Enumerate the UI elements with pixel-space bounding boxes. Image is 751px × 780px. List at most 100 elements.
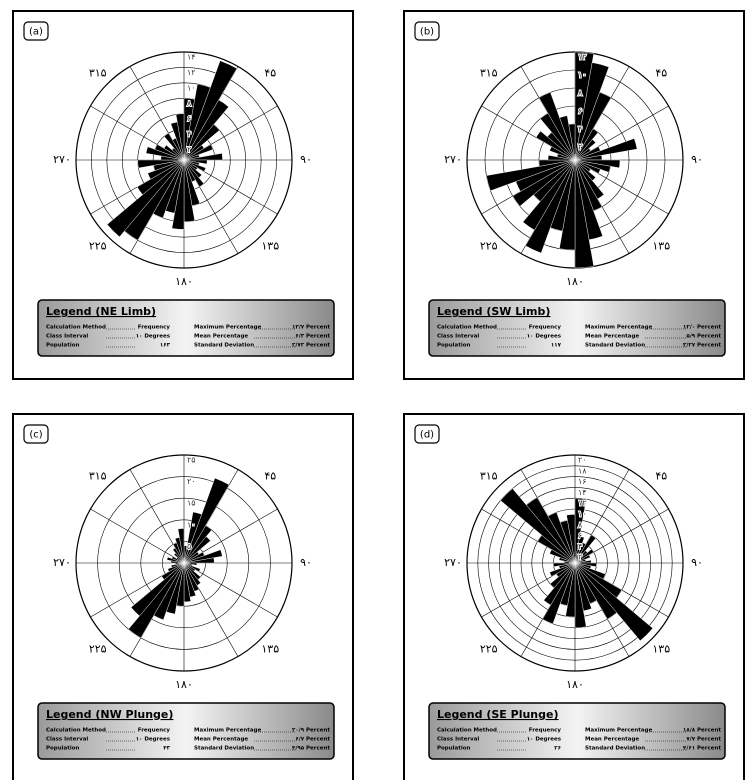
legend-value: ۱۲/۰ Percent	[683, 325, 721, 331]
wedge	[183, 124, 220, 161]
direction-label: ۲۷۰	[53, 153, 71, 166]
panel: (a) ۲ ۴ ۶ ۸ ۱۰ ۱۲ ۱۴ ۴۵ ۹۰ ۱۳۵ ۱۸۰ ۲۲۵ ۲۷۰ ۳۱۵ Legend (…	[12, 10, 354, 380]
direction-label: ۲۲۵	[480, 239, 498, 252]
ring-label: ۲۵	[187, 456, 196, 465]
ring-label: ۸	[578, 89, 583, 98]
ring-label: ۱۰	[578, 71, 587, 80]
direction-label: ۱۳۵	[261, 642, 279, 655]
spoke	[183, 562, 278, 618]
ring-label: ۶	[187, 114, 191, 123]
legend-key: Mean Percentage	[194, 737, 248, 743]
legend-key: Calculation Method	[437, 728, 497, 734]
legend-key: Calculation Method	[46, 728, 106, 734]
legend-key: Class Interval	[46, 737, 88, 743]
legend-value: ۶/۷ Percent	[295, 737, 330, 743]
legend-key: Calculation Method	[46, 325, 106, 331]
legend-value: Frequency	[138, 325, 171, 331]
legend-value: ۱۱۷	[551, 343, 562, 349]
legend-key: Maximum Percentage	[585, 325, 653, 331]
legend-key: Mean Percentage	[585, 737, 639, 743]
legend-box	[428, 299, 726, 357]
legend-value: ۳/۲۷ Percent	[683, 343, 721, 349]
direction-label: ۴۵	[264, 470, 276, 483]
legend-key: Population	[46, 746, 80, 752]
legend-key: Population	[437, 343, 471, 349]
legend-value: ۱۰ Degrees	[527, 737, 562, 743]
direction-label: ۳۱۵	[480, 67, 498, 80]
panel: (b) ۲ ۴ ۶ ۸ ۱۰ ۱۲ ۴۵ ۹۰ ۱۳۵ ۱۸۰ ۲۲۵ ۲۷۰ ۳۱۵ Legend (SW…	[403, 10, 745, 380]
direction-label: ۲۷۰	[444, 556, 462, 569]
ring-label: ۱۴	[578, 488, 587, 497]
direction-label: ۹۰	[300, 556, 312, 569]
wedge	[538, 92, 576, 161]
wedge	[183, 159, 205, 187]
wedge	[574, 534, 597, 564]
legend-value: ۴۳	[163, 746, 170, 752]
legend-key: Standard Deviation	[194, 746, 254, 752]
legend-key: Class Interval	[437, 334, 479, 340]
ring-label: ۱۰	[187, 520, 196, 529]
wedge	[553, 562, 576, 567]
wedge	[525, 159, 576, 254]
wedge	[136, 159, 185, 195]
legend-value: ۱۶۳	[160, 343, 171, 349]
direction-label: ۳۱۵	[89, 67, 107, 80]
wedge	[128, 562, 185, 639]
wedge	[535, 130, 576, 161]
wedge	[574, 128, 599, 161]
direction-label: ۴۵	[655, 470, 667, 483]
wedge	[547, 512, 576, 564]
legend-key: Maximum Percentage	[585, 728, 653, 734]
legend-value: ۶/۳ Percent	[295, 334, 330, 340]
wedge	[183, 536, 211, 564]
legend-value: ۴/۹۵ Percent	[292, 746, 330, 752]
legend-key: Calculation Method	[437, 325, 497, 331]
wedge	[183, 99, 229, 161]
legend-key: Standard Deviation	[585, 746, 645, 752]
wedge	[574, 562, 587, 629]
ring-label: ۱۲	[187, 68, 196, 77]
direction-label: ۱۸۰	[175, 678, 193, 691]
ring-label: ۱۰	[578, 510, 587, 519]
direction-label: ۹۰	[300, 153, 312, 166]
direction-label: ۱۸۰	[566, 678, 584, 691]
wedge	[183, 159, 207, 172]
legend-value: ۴/۶۱ Percent	[683, 746, 721, 752]
wedge	[549, 562, 576, 589]
wedge	[574, 562, 654, 642]
ring-label: ۸	[187, 99, 192, 108]
ring-label: ۱۸	[578, 466, 587, 475]
wedge	[574, 138, 638, 161]
wedge	[183, 60, 238, 161]
ring-label: ۴	[578, 125, 582, 134]
wedge	[574, 139, 596, 161]
legend-key: Standard Deviation	[194, 343, 254, 349]
wedge	[566, 514, 576, 564]
legend-value: Frequency	[138, 728, 171, 734]
wedge	[574, 554, 591, 564]
panel-tag-box	[414, 21, 440, 41]
direction-label: ۱۳۵	[652, 239, 670, 252]
panel-tag: (a)	[29, 27, 43, 38]
ring-label: ۱۰	[187, 83, 196, 92]
wedge	[183, 557, 215, 564]
wedge	[183, 477, 230, 564]
wedge	[500, 488, 576, 564]
legend-title: Legend (NW Plunge)	[46, 708, 173, 721]
wedge	[154, 144, 185, 161]
wedge	[574, 62, 610, 161]
direction-label: ۱۳۵	[261, 239, 279, 252]
ring-label: ۴	[578, 542, 582, 551]
ring-label: ۱۲	[578, 499, 587, 508]
legend-value: ۷/۷ Percent	[686, 737, 721, 743]
ring-label: ۱۲	[578, 53, 587, 62]
wedge	[542, 562, 576, 625]
wedge	[486, 159, 576, 192]
legend-value: ۱۰ Degrees	[136, 334, 171, 340]
direction-label: ۲۲۵	[89, 239, 107, 252]
legend-value: ۲/۷۲ Percent	[292, 343, 330, 349]
panel-tag-box	[414, 424, 440, 444]
legend-value: ۱۳/۷ Percent	[292, 325, 330, 331]
ring-label: ۲	[578, 553, 582, 562]
